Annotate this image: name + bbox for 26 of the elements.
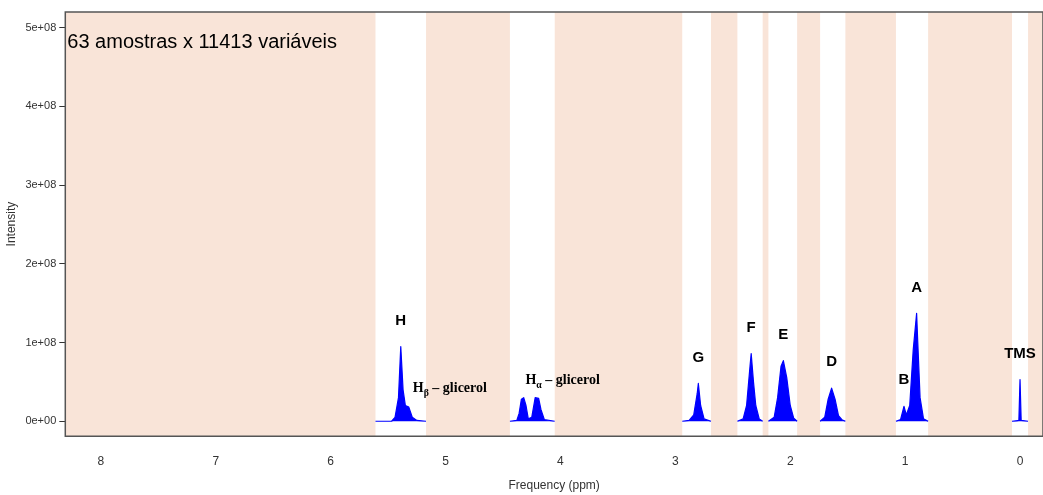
y-tick-label: 3e+08	[25, 178, 57, 191]
annotation: 63 amostras x 11413 variáveis	[67, 29, 338, 52]
x-tick-label: 0	[1016, 453, 1024, 468]
x-tick-label: 5	[442, 453, 450, 468]
annotation: D	[826, 352, 838, 370]
annotation: TMS	[1004, 343, 1036, 361]
x-axis-title: Frequency (ppm)	[508, 478, 600, 493]
y-tick-label: 1e+08	[25, 335, 57, 348]
x-tick-label: 7	[212, 453, 220, 468]
annotation: H	[395, 310, 407, 328]
annotation: G	[692, 347, 705, 365]
x-tick-label: 8	[97, 453, 105, 468]
y-axis-title: Intensity	[3, 201, 18, 247]
y-tick-label: 2e+08	[25, 256, 57, 269]
x-tick-label: 4	[557, 453, 565, 468]
annotation: B	[898, 370, 910, 388]
y-tick-label: 4e+08	[25, 99, 57, 112]
annotation: E	[778, 324, 789, 342]
y-tick-label: 0e+00	[25, 414, 57, 427]
x-tick-label: 2	[786, 453, 794, 468]
x-tick-label: 1	[901, 453, 909, 468]
annotation: F	[746, 317, 756, 335]
annotation: A	[911, 277, 923, 295]
x-tick-label: 6	[327, 453, 335, 468]
x-tick-label: 3	[672, 453, 680, 468]
y-tick-label: 5e+08	[25, 20, 57, 33]
